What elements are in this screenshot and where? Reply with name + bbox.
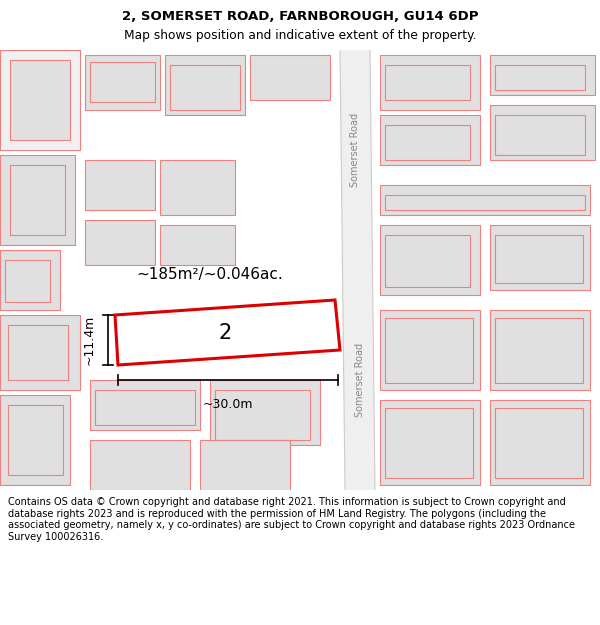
Bar — [165, 55, 245, 115]
Bar — [0, 250, 60, 310]
Bar — [85, 160, 155, 210]
Bar — [385, 125, 470, 160]
Bar — [495, 115, 585, 155]
Bar — [385, 235, 470, 287]
Bar — [380, 310, 480, 390]
Polygon shape — [115, 300, 340, 365]
Bar — [215, 390, 310, 440]
Text: Somerset Road: Somerset Road — [355, 343, 365, 417]
Bar — [200, 440, 290, 490]
Bar — [385, 408, 473, 478]
Bar — [385, 65, 470, 100]
Bar — [160, 225, 235, 265]
Bar — [250, 55, 330, 100]
Bar — [8, 405, 63, 475]
Bar — [380, 185, 590, 215]
Bar — [495, 318, 583, 383]
Bar — [90, 440, 190, 490]
Bar — [85, 55, 160, 110]
Bar — [10, 165, 65, 235]
Bar — [10, 60, 70, 140]
Bar — [8, 325, 68, 380]
Text: 2: 2 — [218, 323, 232, 343]
Text: ~11.4m: ~11.4m — [83, 315, 96, 365]
Bar — [85, 220, 155, 265]
Bar — [495, 65, 585, 90]
Bar — [495, 408, 583, 478]
Bar — [380, 115, 480, 165]
Bar — [210, 380, 320, 445]
Text: 2, SOMERSET ROAD, FARNBOROUGH, GU14 6DP: 2, SOMERSET ROAD, FARNBOROUGH, GU14 6DP — [122, 9, 478, 22]
Bar — [495, 235, 583, 283]
Text: Somerset Road: Somerset Road — [350, 113, 360, 187]
Bar — [170, 65, 240, 110]
Bar — [380, 225, 480, 295]
Bar — [0, 50, 80, 150]
Bar — [380, 55, 480, 110]
Bar — [490, 55, 595, 95]
Bar — [490, 400, 590, 485]
Bar — [490, 225, 590, 290]
Bar — [490, 105, 595, 160]
Bar — [380, 400, 480, 485]
Bar — [385, 195, 585, 210]
Text: ~30.0m: ~30.0m — [203, 398, 253, 411]
Bar — [0, 315, 80, 390]
Bar — [90, 62, 155, 102]
Text: Map shows position and indicative extent of the property.: Map shows position and indicative extent… — [124, 29, 476, 41]
Text: Contains OS data © Crown copyright and database right 2021. This information is : Contains OS data © Crown copyright and d… — [8, 497, 575, 542]
Bar — [5, 260, 50, 302]
Bar — [0, 155, 75, 245]
Bar — [385, 318, 473, 383]
Bar — [160, 160, 235, 215]
Bar — [95, 390, 195, 425]
Bar — [0, 395, 70, 485]
Text: ~185m²/~0.046ac.: ~185m²/~0.046ac. — [137, 268, 283, 282]
Bar — [90, 380, 200, 430]
Bar — [490, 310, 590, 390]
Polygon shape — [340, 50, 375, 490]
